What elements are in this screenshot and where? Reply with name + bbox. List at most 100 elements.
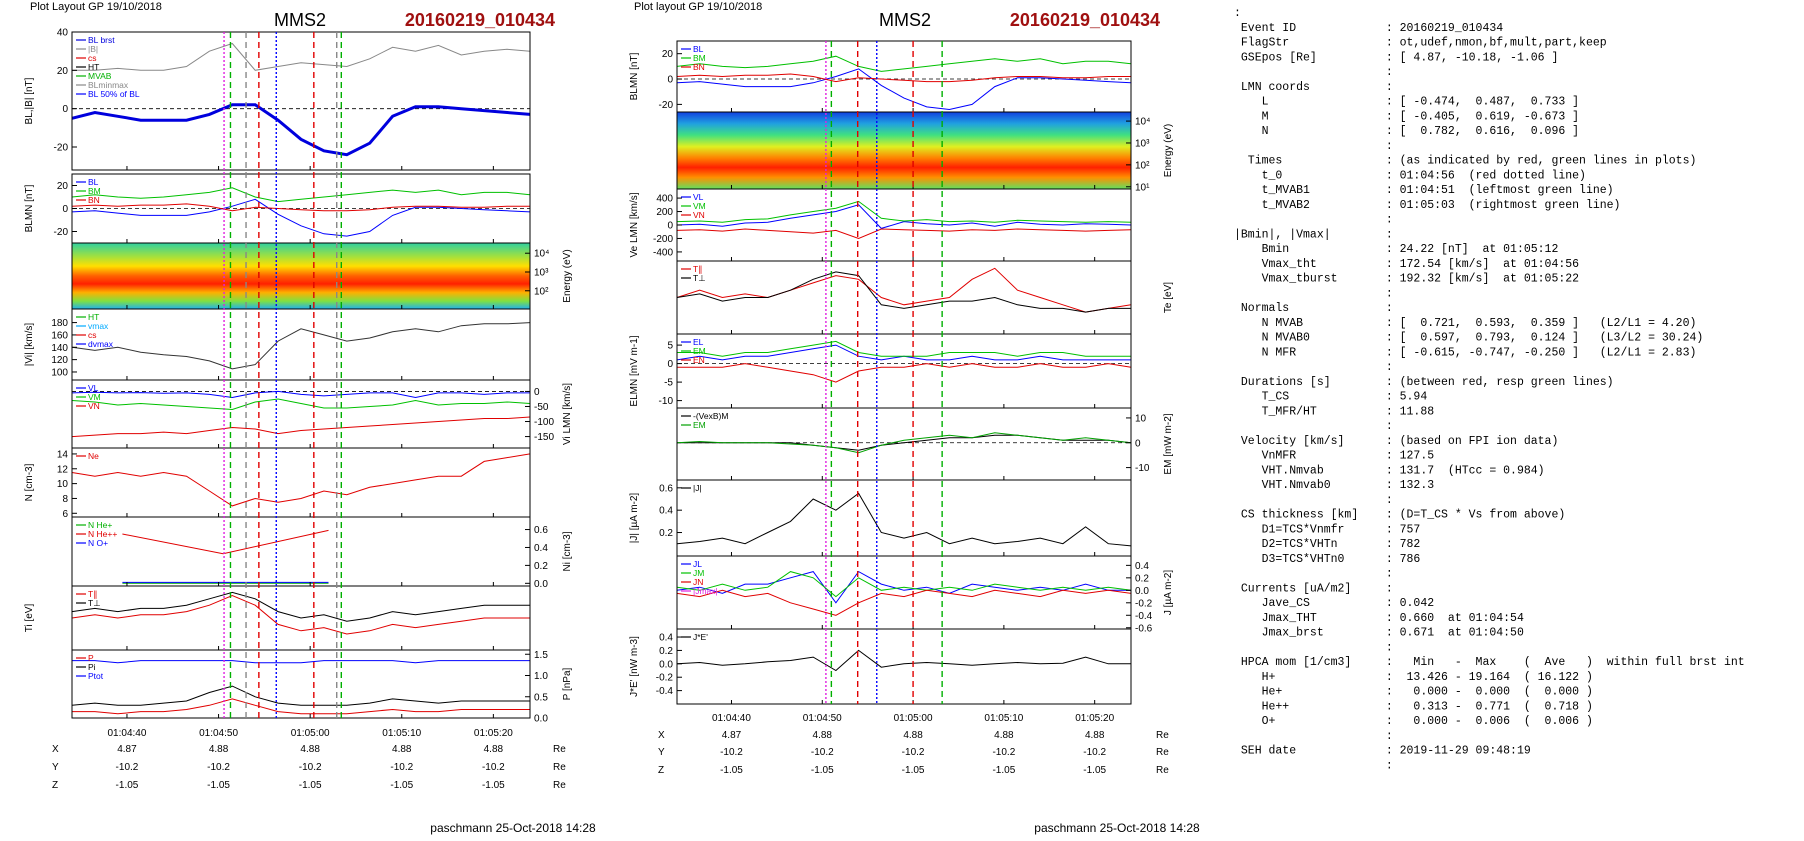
- legend-label: VN: [88, 401, 100, 411]
- y-tick-label: -200: [653, 234, 673, 245]
- ephemeris-label: X: [52, 744, 59, 755]
- y-tick-label: 10³: [534, 267, 549, 278]
- panel-frame: [676, 40, 1132, 113]
- plot-title: MMS2: [274, 10, 326, 30]
- info-line: VHT.Nmvab0 : 132.3: [1234, 479, 1434, 492]
- legend-label: |J|: [693, 483, 702, 493]
- series-line: [676, 271, 1131, 313]
- legend-label: BL brst: [88, 35, 115, 45]
- legend-label: P: [88, 653, 94, 663]
- y-tick-label: -0.2: [656, 673, 674, 684]
- ephemeris-value: 4.88: [484, 744, 504, 755]
- y-axis-label: P [nPa]: [562, 667, 573, 700]
- series-line: [72, 660, 530, 664]
- legend-label: T∥: [693, 264, 702, 274]
- legend-label: BN: [88, 195, 100, 205]
- y-tick-label: 0.2: [659, 646, 673, 657]
- info-line: GSEpos [Re] : [ 4.87, -10.18, -1.06 ]: [1234, 51, 1558, 64]
- y-tick-label: 0: [1135, 438, 1141, 449]
- info-line: CS thickness [km] : (D=T_CS * Vs from ab…: [1234, 509, 1565, 522]
- ephemeris-unit: Re: [1156, 730, 1169, 741]
- y-tick-label: -20: [54, 227, 69, 238]
- ephemeris-label: Y: [658, 747, 665, 758]
- x-tick-label: 01:05:10: [984, 713, 1023, 724]
- series-line: [71, 453, 531, 507]
- legend-label: Pi: [88, 662, 96, 672]
- legend-label: vmax: [88, 321, 109, 331]
- legend-label: BN: [693, 62, 705, 72]
- y-axis-label: Ve LMN [km/s]: [629, 192, 640, 257]
- ephemeris-value: -1.05: [992, 765, 1015, 776]
- ephemeris-label: Y: [52, 762, 59, 773]
- series-line: [71, 203, 530, 212]
- info-line: L : [ -0.474, 0.487, 0.733 ]: [1234, 96, 1579, 109]
- y-tick-label: -10: [1135, 463, 1150, 474]
- y-tick-label: 10⁴: [1135, 117, 1150, 128]
- legend-label: JM: [693, 568, 704, 578]
- series-line: [71, 103, 531, 157]
- y-tick-label: -400: [653, 247, 673, 258]
- series-line: [676, 68, 1132, 111]
- ephemeris-unit: Re: [1156, 747, 1169, 758]
- legend-label: cs: [88, 330, 97, 340]
- y-tick-label: 120: [51, 355, 68, 366]
- info-line: Vmax_tht : 172.54 [km/s] at 01:04:56: [1234, 258, 1579, 271]
- info-line: Event ID : 20160219_010434: [1234, 22, 1503, 35]
- info-line: N : [ 0.782, 0.616, 0.096 ]: [1234, 125, 1579, 138]
- series-line: [676, 589, 1132, 616]
- ephemeris-value: -10.2: [207, 762, 230, 773]
- x-tick-label: 01:04:50: [803, 713, 842, 724]
- legend-label: Ptot: [88, 671, 104, 681]
- y-axis-label: Vi LMN [km/s]: [562, 383, 573, 445]
- series-line: [677, 363, 1132, 383]
- y-tick-label: 0.2: [534, 561, 548, 572]
- ephemeris-value: -1.05: [116, 780, 139, 791]
- y-tick-label: 0.4: [659, 633, 673, 644]
- event-id: 20160219_010434: [1010, 10, 1160, 30]
- info-line: :: [1234, 759, 1393, 772]
- legend-label: HT: [88, 312, 99, 322]
- series-line: [676, 73, 1131, 83]
- info-line: :: [1234, 568, 1393, 581]
- ephemeris-value: -10.2: [902, 747, 925, 758]
- y-tick-label: 10¹: [1135, 182, 1150, 193]
- series-line: [676, 570, 1131, 604]
- info-line: :: [1234, 420, 1393, 433]
- series-line: [71, 322, 531, 370]
- legend-label: J*E': [693, 632, 708, 642]
- plot-header: Plot layout GP 19/10/2018: [634, 1, 762, 13]
- series-line: [676, 204, 1132, 229]
- ephemeris-value: 4.88: [392, 744, 412, 755]
- y-tick-label: 0: [62, 204, 68, 215]
- ephemeris-value: 4.88: [994, 730, 1014, 741]
- plot-header: Plot Layout GP 19/10/2018: [30, 1, 162, 13]
- y-axis-label: Energy (eV): [562, 249, 573, 302]
- y-tick-label: 12: [57, 464, 69, 475]
- y-axis-label: ELMN [mV m-1]: [629, 335, 640, 406]
- y-tick-label: 180: [51, 318, 68, 329]
- info-line: :: [1234, 66, 1393, 79]
- series-line: [677, 340, 1131, 357]
- panel-frame: [71, 649, 531, 719]
- y-axis-label: N [cm-3]: [24, 463, 35, 501]
- info-line: Velocity [km/s] : (based on FPI ion data…: [1234, 435, 1558, 448]
- info-line: O+ : 0.000 - 0.006 ( 0.006 ): [1234, 715, 1593, 728]
- y-tick-label: 200: [656, 207, 673, 218]
- y-axis-label: Energy (eV): [1163, 124, 1174, 177]
- info-line: Jave_CS : 0.042: [1234, 597, 1434, 610]
- panel-frame: [71, 308, 531, 381]
- y-axis-label: Te [eV]: [1163, 282, 1174, 313]
- ephemeris-value: 4.88: [903, 730, 923, 741]
- ephemeris-value: -10.2: [116, 762, 139, 773]
- legend-label: EN: [693, 355, 705, 365]
- ephemeris-value: -10.2: [390, 762, 413, 773]
- y-tick-label: -0.4: [1135, 611, 1153, 622]
- series-line: [71, 187, 531, 203]
- y-tick-label: -0.6: [1135, 623, 1153, 634]
- y-tick-label: 0.0: [534, 579, 548, 590]
- legend-label: BL: [693, 44, 704, 54]
- y-tick-label: -50: [534, 402, 549, 413]
- x-tick-label: 01:04:40: [712, 713, 751, 724]
- y-tick-label: 0.4: [659, 506, 673, 517]
- y-tick-label: 20: [662, 49, 674, 60]
